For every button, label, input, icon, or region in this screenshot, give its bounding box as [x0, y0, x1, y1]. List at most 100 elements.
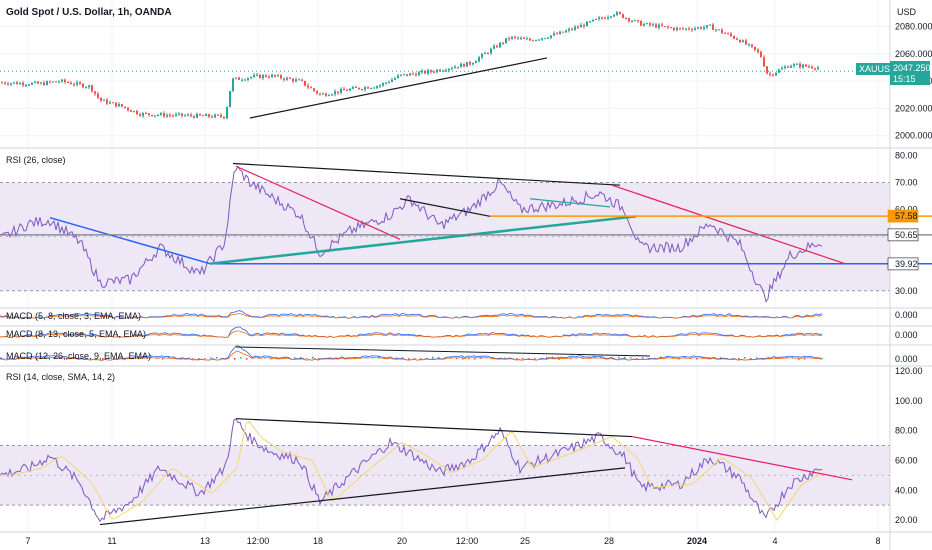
macd-hist-bar: [654, 357, 656, 359]
price-badge[interactable]: XAUUSD 2047.250 15:15: [856, 61, 931, 85]
candle: [529, 38, 531, 41]
candle: [319, 93, 321, 95]
macd-hist-bar: [228, 358, 230, 359]
candle: [553, 33, 555, 36]
candle: [799, 63, 801, 68]
macd-hist-bar: [0, 357, 2, 359]
candle: [718, 29, 720, 31]
macd-hist-bar: [744, 357, 746, 359]
candle: [619, 12, 621, 15]
candle: [325, 93, 327, 96]
candle: [283, 78, 285, 80]
candle: [247, 77, 249, 80]
candle: [268, 76, 270, 78]
candle: [349, 88, 351, 91]
candle: [709, 24, 711, 26]
candle: [205, 114, 207, 116]
macd-hist-bar: [750, 358, 752, 360]
candle: [577, 26, 579, 28]
candle: [262, 75, 264, 79]
candle: [418, 72, 420, 76]
candle: [745, 40, 747, 45]
candle: [559, 31, 561, 35]
candle: [385, 82, 387, 84]
macd-hist-bar: [402, 357, 404, 359]
candle: [112, 102, 114, 104]
candle: [238, 77, 240, 80]
candle: [55, 81, 57, 83]
candle: [295, 79, 297, 82]
currency-label[interactable]: USD: [897, 7, 917, 17]
macd-hist-bar: [168, 356, 170, 359]
macd-hist-bar: [474, 358, 476, 360]
macd-hist-bar: [702, 356, 704, 359]
candle: [31, 82, 33, 85]
candle: [274, 74, 276, 77]
macd-hist-bar: [432, 356, 434, 359]
rsi26-badge-label-0: 57.58: [895, 211, 918, 221]
macd-hist-bar: [588, 356, 590, 359]
candle: [70, 82, 72, 85]
candle: [724, 32, 726, 34]
candle: [370, 87, 372, 89]
candle: [130, 110, 132, 112]
macd-hist-bar: [288, 357, 290, 359]
candle: [490, 48, 492, 54]
candle: [445, 70, 447, 72]
candle: [706, 25, 708, 28]
macd-hist-bar: [570, 358, 572, 360]
candle: [514, 36, 516, 38]
candle: [115, 102, 117, 107]
candle: [811, 66, 813, 69]
candle: [181, 113, 183, 116]
rsi26-tick-0: 80.00: [895, 150, 918, 160]
candle: [517, 37, 519, 39]
candle: [346, 90, 348, 92]
time-axis[interactable]: 7 11 13 12:00 18 20 12:00 25 28 2024 4 8: [25, 536, 880, 546]
rsi14-label[interactable]: RSI (14, close, SMA, 14, 2): [6, 372, 115, 382]
macd-hist-bar: [558, 358, 560, 360]
candle: [748, 44, 750, 46]
price-tick-4: 2000.000: [895, 131, 932, 141]
macd-hist-bar: [300, 356, 302, 359]
candle: [796, 63, 798, 65]
candle: [169, 115, 171, 117]
candle: [532, 40, 534, 42]
candle: [193, 116, 195, 118]
candle: [646, 23, 648, 25]
candle: [145, 113, 147, 115]
candle: [769, 73, 771, 75]
macd-hist-bar: [96, 357, 98, 359]
candle: [118, 104, 120, 107]
candle: [439, 69, 441, 72]
candle: [784, 66, 786, 69]
candle: [94, 91, 96, 94]
macd1-label[interactable]: MACD (5, 8, close, 3, EMA, EMA): [6, 311, 141, 321]
candle: [166, 115, 168, 117]
candle: [265, 75, 267, 77]
time-tick-6: 12:00: [456, 536, 479, 546]
candle: [637, 20, 639, 22]
candle: [85, 87, 87, 89]
candle: [586, 21, 588, 27]
price-candles[interactable]: [0, 10, 890, 120]
candle: [457, 66, 459, 68]
candle: [43, 82, 45, 86]
rsi26-label[interactable]: RSI (26, close): [6, 155, 66, 165]
macd3-label[interactable]: MACD (12, 26, close, 9, EMA, EMA): [6, 351, 151, 361]
candle: [223, 116, 225, 119]
candle: [316, 90, 318, 94]
candle: [817, 67, 819, 70]
candle: [814, 68, 816, 70]
macd2-label[interactable]: MACD (8, 13, close, 5, EMA, EMA): [6, 329, 146, 339]
macd-hist-bar: [438, 356, 440, 359]
macd-signal-1: [0, 330, 823, 338]
candle: [256, 74, 258, 76]
macd-hist-bar: [468, 358, 470, 360]
macd-hist-bar: [312, 356, 314, 359]
candle: [286, 77, 288, 80]
macd-hist-bar: [456, 358, 458, 360]
trendlines[interactable]: [0, 57, 932, 526]
